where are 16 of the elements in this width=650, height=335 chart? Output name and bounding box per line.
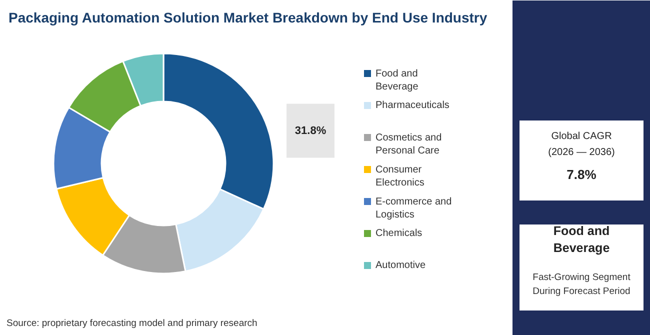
- legend-label: Chemicals: [376, 228, 422, 239]
- text: Food and Beverage: [553, 224, 610, 255]
- legend-label: Cosmetics and Personal Care: [376, 132, 442, 157]
- legend-label: Pharmaceuticals: [376, 100, 450, 111]
- legend-label: E-commerce and Logistics: [376, 196, 452, 221]
- legend-label: Automotive: [376, 260, 426, 271]
- text: (2026 — 2036): [548, 147, 615, 158]
- legend-label: Food and Beverage: [376, 68, 419, 93]
- text: Fast-Growing Segment: [532, 272, 631, 283]
- data-label: 31.8%: [294, 124, 326, 137]
- text: 7.8%: [566, 167, 597, 182]
- chart-title: Packaging Automation Solution Market Breakdown by End Use Industry: [8, 10, 488, 26]
- text: During Forecast Period: [532, 286, 630, 297]
- source-note: Source: proprietary forecasting model and primary research: [6, 318, 258, 329]
- legend-label: Consumer Electronics: [376, 164, 424, 189]
- text: Global CAGR: [551, 131, 612, 142]
